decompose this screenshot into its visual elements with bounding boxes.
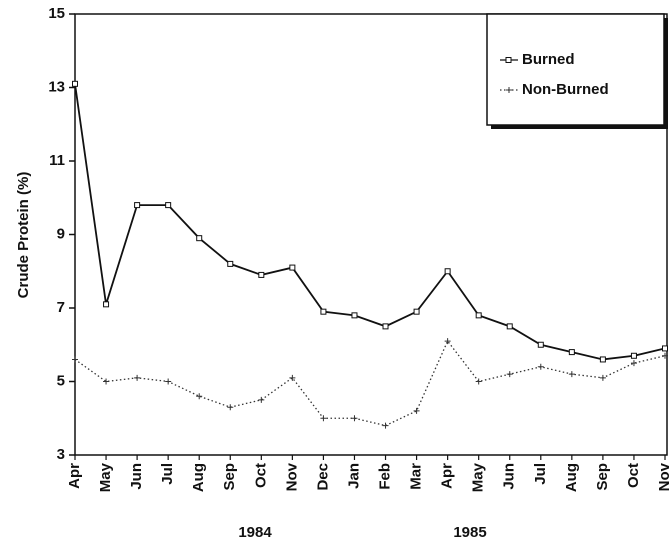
x-tick-label: Jan xyxy=(345,463,362,489)
x-tick-label: Jun xyxy=(128,463,145,490)
marker xyxy=(630,360,637,367)
y-tick-label: 3 xyxy=(57,446,65,463)
x-tick-label: Nov xyxy=(283,462,300,491)
year-label: 1985 xyxy=(453,524,486,541)
x-tick-label: Sep xyxy=(594,463,611,491)
marker xyxy=(227,260,234,267)
x-tick-label: Jun xyxy=(501,463,518,490)
marker xyxy=(351,415,358,422)
x-tick-label: Mar xyxy=(408,463,425,490)
x-tick-label: Apr xyxy=(439,463,456,489)
marker xyxy=(165,202,172,209)
x-tick-label: Dec xyxy=(314,463,331,491)
x-tick-label: Aug xyxy=(190,463,207,492)
legend-box xyxy=(486,13,665,126)
legend-label: Non-Burned xyxy=(522,81,609,98)
marker xyxy=(320,415,327,422)
marker xyxy=(134,202,141,209)
marker xyxy=(165,378,172,385)
year-label: 1984 xyxy=(238,524,272,541)
x-tick-label: Nov xyxy=(656,462,669,491)
x-tick-label: Oct xyxy=(252,463,269,488)
marker xyxy=(568,349,575,356)
marker xyxy=(599,374,606,381)
marker xyxy=(382,422,389,429)
marker xyxy=(662,352,668,359)
y-axis-label: Crude Protein (%) xyxy=(15,172,32,299)
x-tick-label: Jul xyxy=(159,463,176,485)
marker xyxy=(413,308,420,315)
marker xyxy=(258,396,265,403)
marker xyxy=(662,345,668,352)
marker xyxy=(599,356,606,363)
marker xyxy=(196,393,203,400)
y-tick-label: 13 xyxy=(48,78,65,95)
y-tick-label: 11 xyxy=(49,152,65,169)
marker xyxy=(568,371,575,378)
marker xyxy=(537,341,544,348)
x-tick-label: Sep xyxy=(221,463,238,491)
marker xyxy=(258,271,265,278)
marker xyxy=(630,352,637,359)
y-tick-label: 15 xyxy=(48,5,65,22)
series-line xyxy=(74,83,666,361)
marker xyxy=(72,80,78,87)
x-tick-label: Apr xyxy=(66,463,83,489)
marker xyxy=(72,356,78,363)
legend-marker xyxy=(505,57,512,63)
marker xyxy=(506,323,513,330)
y-tick-label: 9 xyxy=(57,225,65,242)
marker xyxy=(289,264,296,271)
x-tick-label: Feb xyxy=(376,463,393,490)
marker xyxy=(444,338,451,345)
marker xyxy=(227,404,234,411)
legend-marker xyxy=(506,87,512,93)
marker xyxy=(506,371,513,378)
x-tick-label: Jul xyxy=(532,463,549,485)
legend-label: Burned xyxy=(522,51,575,68)
x-tick-label: Oct xyxy=(625,463,642,488)
marker xyxy=(289,374,296,381)
marker xyxy=(134,374,141,381)
marker xyxy=(351,312,358,319)
y-tick-label: 7 xyxy=(57,299,65,316)
marker xyxy=(444,268,451,275)
marker xyxy=(320,308,327,315)
marker xyxy=(537,363,544,370)
series-line xyxy=(74,339,666,427)
x-tick-label: May xyxy=(97,462,114,492)
y-tick-label: 5 xyxy=(57,372,65,389)
marker xyxy=(382,323,389,330)
marker xyxy=(103,301,110,308)
marker xyxy=(475,378,482,385)
marker xyxy=(413,407,420,414)
marker xyxy=(475,312,482,319)
x-tick-label: Aug xyxy=(563,463,580,492)
marker xyxy=(103,378,110,385)
x-tick-label: May xyxy=(470,462,487,492)
marker xyxy=(196,235,203,242)
